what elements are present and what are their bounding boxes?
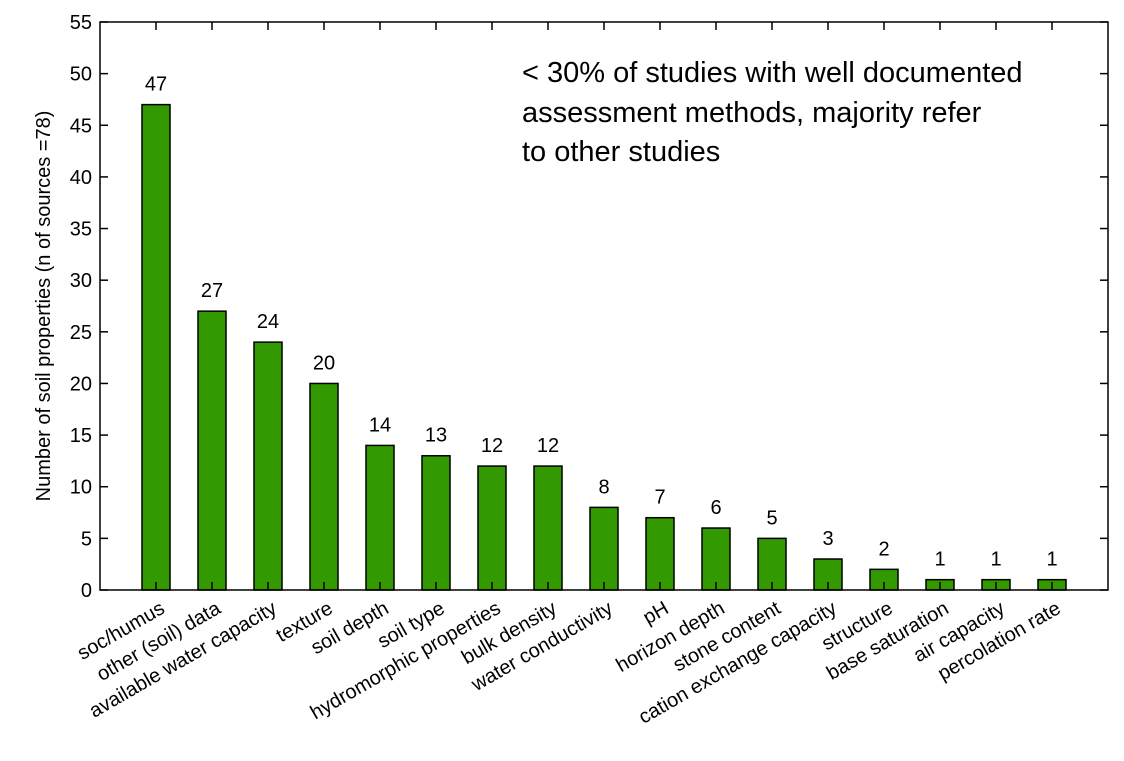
data-label: 3 [822, 528, 833, 550]
y-tick-label: 40 [70, 167, 92, 189]
bar [477, 465, 507, 591]
data-label: 8 [598, 476, 609, 498]
annotation-line-2: assessment methods, majority refer [522, 97, 982, 129]
y-tick-label: 55 [70, 12, 92, 34]
data-label: 1 [990, 549, 1001, 571]
data-label: 20 [313, 352, 335, 374]
y-tick-label: 25 [70, 322, 92, 344]
data-label: 1 [1046, 549, 1057, 571]
bar [141, 103, 171, 591]
data-label: 2 [878, 538, 889, 560]
data-label: 1 [934, 549, 945, 571]
bar [253, 341, 283, 591]
data-label: 12 [481, 435, 503, 457]
bars-layer [141, 103, 1067, 591]
data-label: 7 [654, 487, 665, 509]
annotation-line-1: < 30% of studies with well documented [522, 57, 1023, 89]
bar [421, 454, 451, 591]
data-label: 6 [710, 497, 721, 519]
bar [533, 465, 563, 591]
bar [309, 382, 339, 591]
data-label: 24 [257, 311, 279, 333]
data-label: 47 [145, 74, 167, 96]
bar [645, 516, 675, 591]
y-tick-label: 0 [81, 580, 92, 602]
bar [197, 310, 227, 591]
y-tick-label: 50 [70, 64, 92, 86]
x-category-label: pH [639, 597, 672, 629]
annotation-line-3: to other studies [522, 136, 720, 168]
data-label: 27 [201, 280, 223, 302]
y-tick-label: 10 [70, 477, 92, 499]
y-tick-label: 35 [70, 219, 92, 241]
data-label: 12 [537, 435, 559, 457]
y-tick-label: 5 [81, 528, 92, 550]
bar [365, 444, 395, 591]
data-label: 13 [425, 425, 447, 447]
data-label: 14 [369, 414, 391, 436]
y-tick-label: 45 [70, 115, 92, 137]
y-tick-label: 20 [70, 373, 92, 395]
data-label: 5 [766, 507, 777, 529]
bar [701, 527, 731, 591]
y-tick-label: 15 [70, 425, 92, 447]
y-tick-label: 30 [70, 270, 92, 292]
y-axis-title: Number of soil properties (n of sources … [33, 111, 55, 502]
bar [589, 506, 619, 591]
